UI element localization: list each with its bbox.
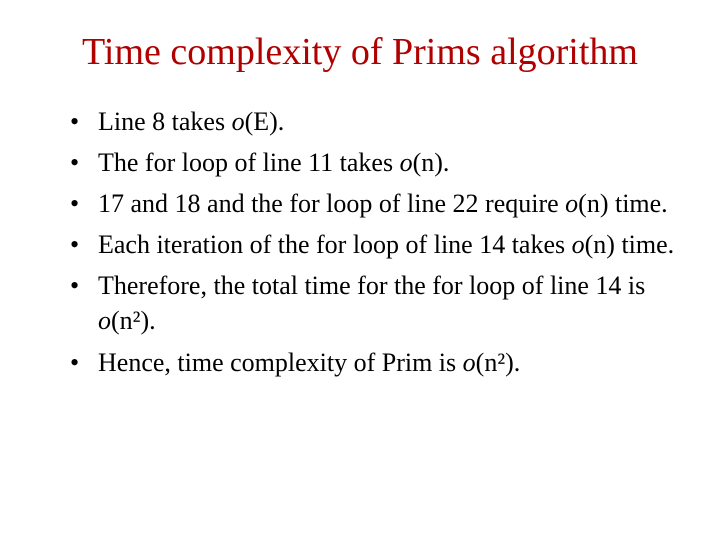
list-item: 17 and 18 and the for loop of line 22 re…: [70, 186, 680, 221]
bullet-text-pre: Hence, time complexity of Prim is: [98, 348, 463, 377]
bullet-text-post: (n) time.: [578, 189, 668, 218]
list-item: Line 8 takes o(E).: [70, 104, 680, 139]
slide-title: Time complexity of Prims algorithm: [40, 30, 680, 74]
bullet-list: Line 8 takes o(E). The for loop of line …: [70, 104, 680, 380]
bullet-text-post: (n).: [413, 148, 450, 177]
bullet-text-italic: o: [232, 107, 245, 136]
bullet-text-pre: The for loop of line 11 takes: [98, 148, 400, 177]
bullet-text-italic: o: [400, 148, 413, 177]
list-item: Hence, time complexity of Prim is o(n²).: [70, 345, 680, 380]
bullet-text-italic: o: [463, 348, 476, 377]
list-item: Therefore, the total time for the for lo…: [70, 268, 680, 338]
bullet-text-post: (n²).: [476, 348, 521, 377]
bullet-text-post: (n²).: [111, 306, 156, 335]
bullet-text-italic: o: [98, 306, 111, 335]
bullet-text-post: (E).: [245, 107, 285, 136]
bullet-text-italic: o: [565, 189, 578, 218]
bullet-text-pre: Line 8 takes: [98, 107, 232, 136]
bullet-text-italic: o: [572, 230, 585, 259]
bullet-text-post: (n) time.: [585, 230, 675, 259]
slide: Time complexity of Prims algorithm Line …: [0, 0, 720, 540]
list-item: The for loop of line 11 takes o(n).: [70, 145, 680, 180]
list-item: Each iteration of the for loop of line 1…: [70, 227, 680, 262]
bullet-text-pre: 17 and 18 and the for loop of line 22 re…: [98, 189, 565, 218]
bullet-text-pre: Therefore, the total time for the for lo…: [98, 271, 645, 300]
bullet-text-pre: Each iteration of the for loop of line 1…: [98, 230, 572, 259]
